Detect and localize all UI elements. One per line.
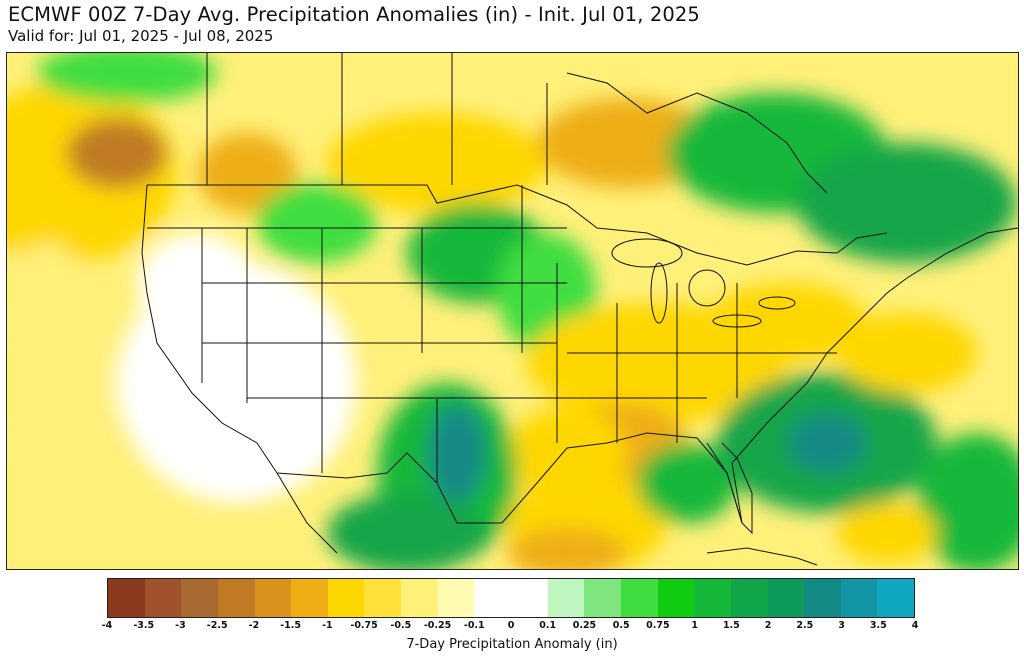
florida-peninsula xyxy=(706,442,753,535)
colorbar-tick-label: 0.25 xyxy=(572,620,597,631)
us-canada-border xyxy=(147,184,888,266)
colorbar-bin xyxy=(620,579,658,617)
colorbar-bin xyxy=(144,579,182,617)
baja-coastline xyxy=(276,472,338,554)
lake-michigan xyxy=(650,262,668,324)
anomaly-field xyxy=(7,53,1018,569)
colorbar-bin xyxy=(804,579,841,617)
colorbar-label: 7-Day Precipitation Anomaly (in) xyxy=(406,637,618,652)
colorbar-tick-label: 3 xyxy=(838,620,845,631)
colorbar-bin xyxy=(547,579,585,617)
geographic-boundaries xyxy=(141,53,1018,566)
hudson-coastline xyxy=(566,72,828,194)
colorbar xyxy=(107,578,915,618)
precipitation-anomaly-map xyxy=(6,52,1019,570)
colorbar-bin xyxy=(291,579,328,617)
lake-huron xyxy=(688,269,726,307)
colorbar-tick-label: 0.5 xyxy=(612,620,630,631)
cuba-coastline xyxy=(706,547,818,566)
colorbar-bin xyxy=(474,579,512,617)
colorbar-tick-label: 0.1 xyxy=(539,620,557,631)
colorbar-tick-label: -1 xyxy=(322,620,333,631)
colorbar-bin xyxy=(254,579,292,617)
us-east-coastline xyxy=(731,277,908,524)
colorbar-tick-label: 3.5 xyxy=(869,620,887,631)
colorbar-tick-label: 4 xyxy=(911,620,919,631)
colorbar-bin xyxy=(327,579,365,617)
colorbar-tick-label: 2.5 xyxy=(796,620,814,631)
colorbar-bin xyxy=(877,579,915,617)
colorbar-tick-label: -4 xyxy=(101,620,113,631)
colorbar-bin xyxy=(437,579,475,617)
colorbar-tick-label: -0.25 xyxy=(423,620,452,631)
colorbar-bin xyxy=(108,579,145,617)
lake-erie xyxy=(712,314,762,328)
colorbar-tick-label: -3.5 xyxy=(133,620,155,631)
gulf-coastline xyxy=(501,432,743,524)
colorbar-tick-label: 0.75 xyxy=(646,620,670,631)
colorbar-bin xyxy=(730,579,768,617)
map-canvas xyxy=(7,53,1018,569)
colorbar-bin xyxy=(217,579,255,617)
colorbar-tick-label: -0.1 xyxy=(463,620,485,631)
colorbar-tick-label: 1 xyxy=(691,620,698,631)
colorbar-tick-label: 0 xyxy=(507,620,515,631)
map-subtitle: Valid for: Jul 01, 2025 - Jul 08, 2025 xyxy=(8,27,274,45)
colorbar-tick-label: -1.5 xyxy=(280,620,302,631)
colorbar-bin xyxy=(511,579,548,617)
colorbar-bin xyxy=(401,579,438,617)
colorbar-tick-label: -2 xyxy=(248,620,260,631)
lake-ontario xyxy=(758,296,796,310)
colorbar-tick-label: -3 xyxy=(175,620,186,631)
colorbar-tick-label: -2.5 xyxy=(206,620,228,631)
colorbar-tick-label: -0.5 xyxy=(390,620,412,631)
colorbar-bin xyxy=(840,579,878,617)
colorbar-bin xyxy=(694,579,731,617)
map-title: ECMWF 00Z 7-Day Avg. Precipitation Anoma… xyxy=(8,3,700,26)
us-mexico-border xyxy=(276,452,502,524)
lake-superior xyxy=(611,238,683,268)
colorbar-bin xyxy=(181,579,218,617)
colorbar-bin xyxy=(657,579,695,617)
colorbar-tick-label: 1.5 xyxy=(722,620,740,631)
us-west-coastline xyxy=(141,184,278,474)
colorbar-bin xyxy=(767,579,805,617)
colorbar-tick-label: 2 xyxy=(764,620,772,631)
colorbar-tick-label: -0.75 xyxy=(350,620,378,631)
nova-scotia-coastline xyxy=(906,227,1018,279)
colorbar-ticks: -4 -3.5 -3 -2.5 -2 -1.5 -1 -0.75 -0.5 -0.25 -0.1 0 0… xyxy=(102,620,919,634)
colorbar-bin xyxy=(364,579,402,617)
colorbar-bin xyxy=(584,579,621,617)
